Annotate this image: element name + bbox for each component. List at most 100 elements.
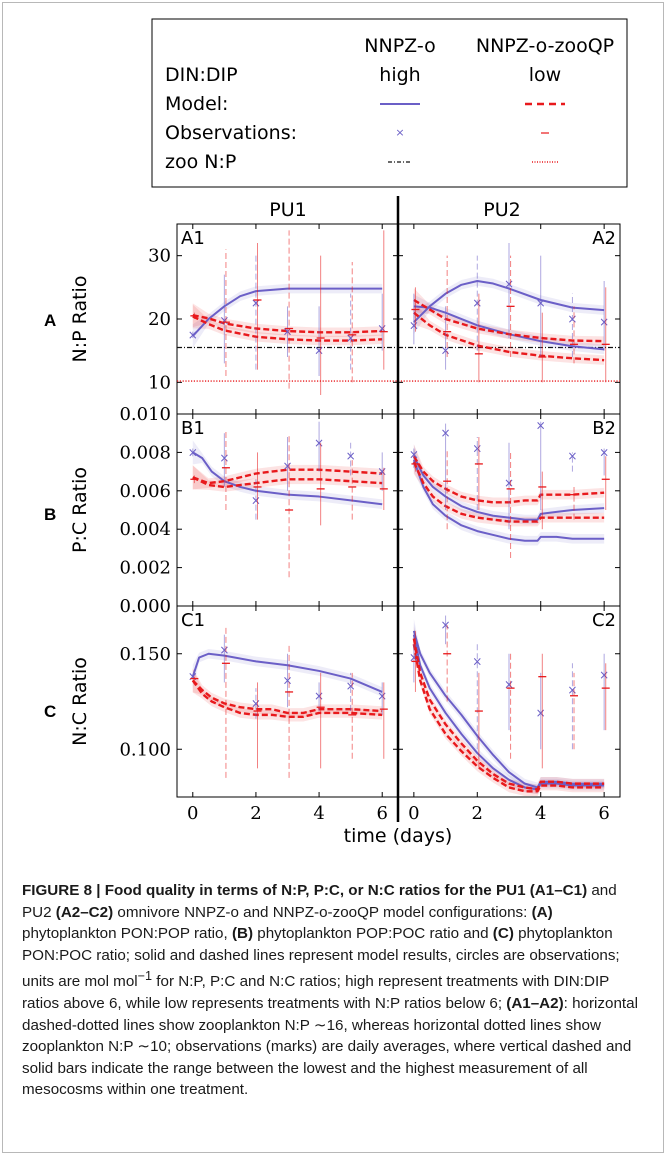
legend-col2-header: NNPZ-o-zooQP [476,35,614,57]
model-line-nnpz-o-zooqp [191,679,383,718]
observation-marker-nnpz-o: × [282,325,292,339]
observation-marker-nnpz-o: × [251,696,261,710]
x-tick-label: 2 [250,803,261,824]
x-tick-label: 6 [598,803,609,824]
row-letter-a: A [44,311,56,330]
caption-part-b: (B) [231,925,254,943]
caption-part-c: (C) [492,925,514,943]
observation-marker-nnpz-o: × [409,447,419,461]
caption-figure-label: FIGURE 8 | Food quality in terms of N:P,… [22,882,530,899]
model-uncertainty-band [192,303,383,338]
caption-superscript: −1 [137,969,153,984]
caption-part-a1a2: (A1–A2) [506,995,564,1013]
caption-text-3: phytoplankton PON:POP ratio, [22,925,232,943]
observation-marker-nnpz-o: × [251,296,261,310]
legend-frame [151,18,628,188]
panel-id-label: C2 [592,610,616,631]
y-tick-label: 0.008 [119,442,171,463]
figure-caption: FIGURE 8 | Food quality in terms of N:P,… [22,880,646,1101]
panel-c2: 0 2 4 6 C2 × × × × × × × [397,605,621,824]
model-uncertainty-band [192,648,383,697]
model-uncertainty-band [413,632,605,797]
observation-marker-nnpz-o: × [441,618,451,632]
observation-marker-nnpz-o: × [409,318,419,332]
observation-marker-nnpz-o: × [409,651,419,665]
caption-part-a1c1: (A1–C1) [529,882,588,899]
observation-marker-nnpz-o: × [219,643,229,657]
model-line-nnpz-o-zooqp [412,638,605,791]
y-tick-label: 20 [148,309,171,330]
observation-marker-nnpz-o: × [599,445,609,459]
model-line-nnpz-o-zooqp [412,455,605,504]
observation-marker-nnpz-o: × [567,312,577,326]
y-tick-label: 10 [148,372,171,393]
model-line-nnpz-o [412,455,605,521]
model-line-nnpz-o-zooqp [412,643,605,793]
figure-canvas: NNPZ-o NNPZ-o-zooQP DIN:DIP high low Mod… [44,18,628,847]
observation-marker-nnpz-o: × [314,436,324,450]
y-tick-label: 0.150 [119,644,171,665]
model-uncertainty-band [413,294,605,355]
y-tick-label: 0.000 [119,596,171,617]
y-axis-label: N:C Ratio [69,657,91,746]
row-letter-b: B [44,505,56,524]
x-tick-label: 4 [535,803,546,824]
x-tick-label: 2 [472,803,483,824]
observation-marker-nnpz-o: × [377,689,387,703]
caption-text-1: and PU2 [22,882,617,921]
legend-obs-blue-swatch: × [395,126,404,139]
observation-marker-nnpz-o: × [472,654,482,668]
y-tick-label: 0.006 [119,481,171,502]
observation-marker-nnpz-o: × [504,677,514,691]
y-tick-label: 30 [148,246,171,267]
model-uncertainty-band [413,618,605,793]
column-header-pu2: PU2 [483,199,520,221]
observation-marker-nnpz-o: × [251,493,261,507]
observation-marker-nnpz-o: × [472,442,482,456]
y-tick-label: 0.100 [119,739,171,760]
observation-marker-nnpz-o: × [188,328,198,342]
observation-marker-nnpz-o: × [346,449,356,463]
caption-text-4: phytoplankton POP:POC ratio and [253,925,493,943]
x-axis-label: time (days) [344,825,453,847]
caption-text-2: omnivore NNPZ-o and NNPZ-o-zooQP model c… [113,903,532,921]
observation-marker-nnpz-o: × [314,689,324,703]
panel-b2: B2 × × × × × × × [397,413,621,607]
model-uncertainty-band [192,304,383,346]
model-line-nnpz-o-zooqp [413,311,605,362]
model-uncertainty-band [413,444,605,525]
model-line-nnpz-o [413,280,605,323]
observation-marker-nnpz-o: × [536,296,546,310]
observation-marker-nnpz-o: × [504,277,514,291]
model-line-nnpz-o-zooqp [192,315,383,342]
panel-a1: 10 20 30 A1 N:P Ratio × × × × × × × [69,223,399,415]
panel-c1: 0.100 0.150 0 2 4 6 C1 N:C Ratio × × × × × × × [69,605,399,824]
observation-marker-nnpz-o: × [599,668,609,682]
observation-marker-nnpz-o: × [188,445,198,459]
model-uncertainty-band [192,668,383,718]
caption-part-a: (A) [531,903,553,921]
observation-marker-nnpz-o: × [346,331,356,345]
x-tick-label: 0 [187,803,198,824]
model-line-nnpz-o [413,305,605,351]
observation-marker-nnpz-o: × [536,706,546,720]
x-tick-label: 6 [376,803,387,824]
panel-id-label: A1 [181,228,205,249]
model-line-nnpz-o-zooqp [191,679,383,715]
caption-part-a2c2: (A2–C2) [55,903,114,921]
caption-text-7: : horizontal dashed-dotted lines show zo… [22,995,638,1099]
observation-marker-nnpz-o: × [441,344,451,358]
observation-marker-nnpz-o: × [346,679,356,693]
model-line-nnpz-o-zooqp [192,468,383,485]
panel-a2: A2 × × × × × × × [397,223,621,415]
panel-id-label: C1 [181,610,205,631]
observation-marker-nnpz-o: × [314,344,324,358]
legend-dindip-low: low [529,64,561,86]
observation-marker-nnpz-o: × [567,683,577,697]
legend-row-dindip: DIN:DIP [165,64,238,86]
row-letter-c: C [44,702,56,721]
panel-id-label: B1 [181,418,205,439]
observation-marker-nnpz-o: × [282,673,292,687]
panel-id-label: B2 [592,418,616,439]
